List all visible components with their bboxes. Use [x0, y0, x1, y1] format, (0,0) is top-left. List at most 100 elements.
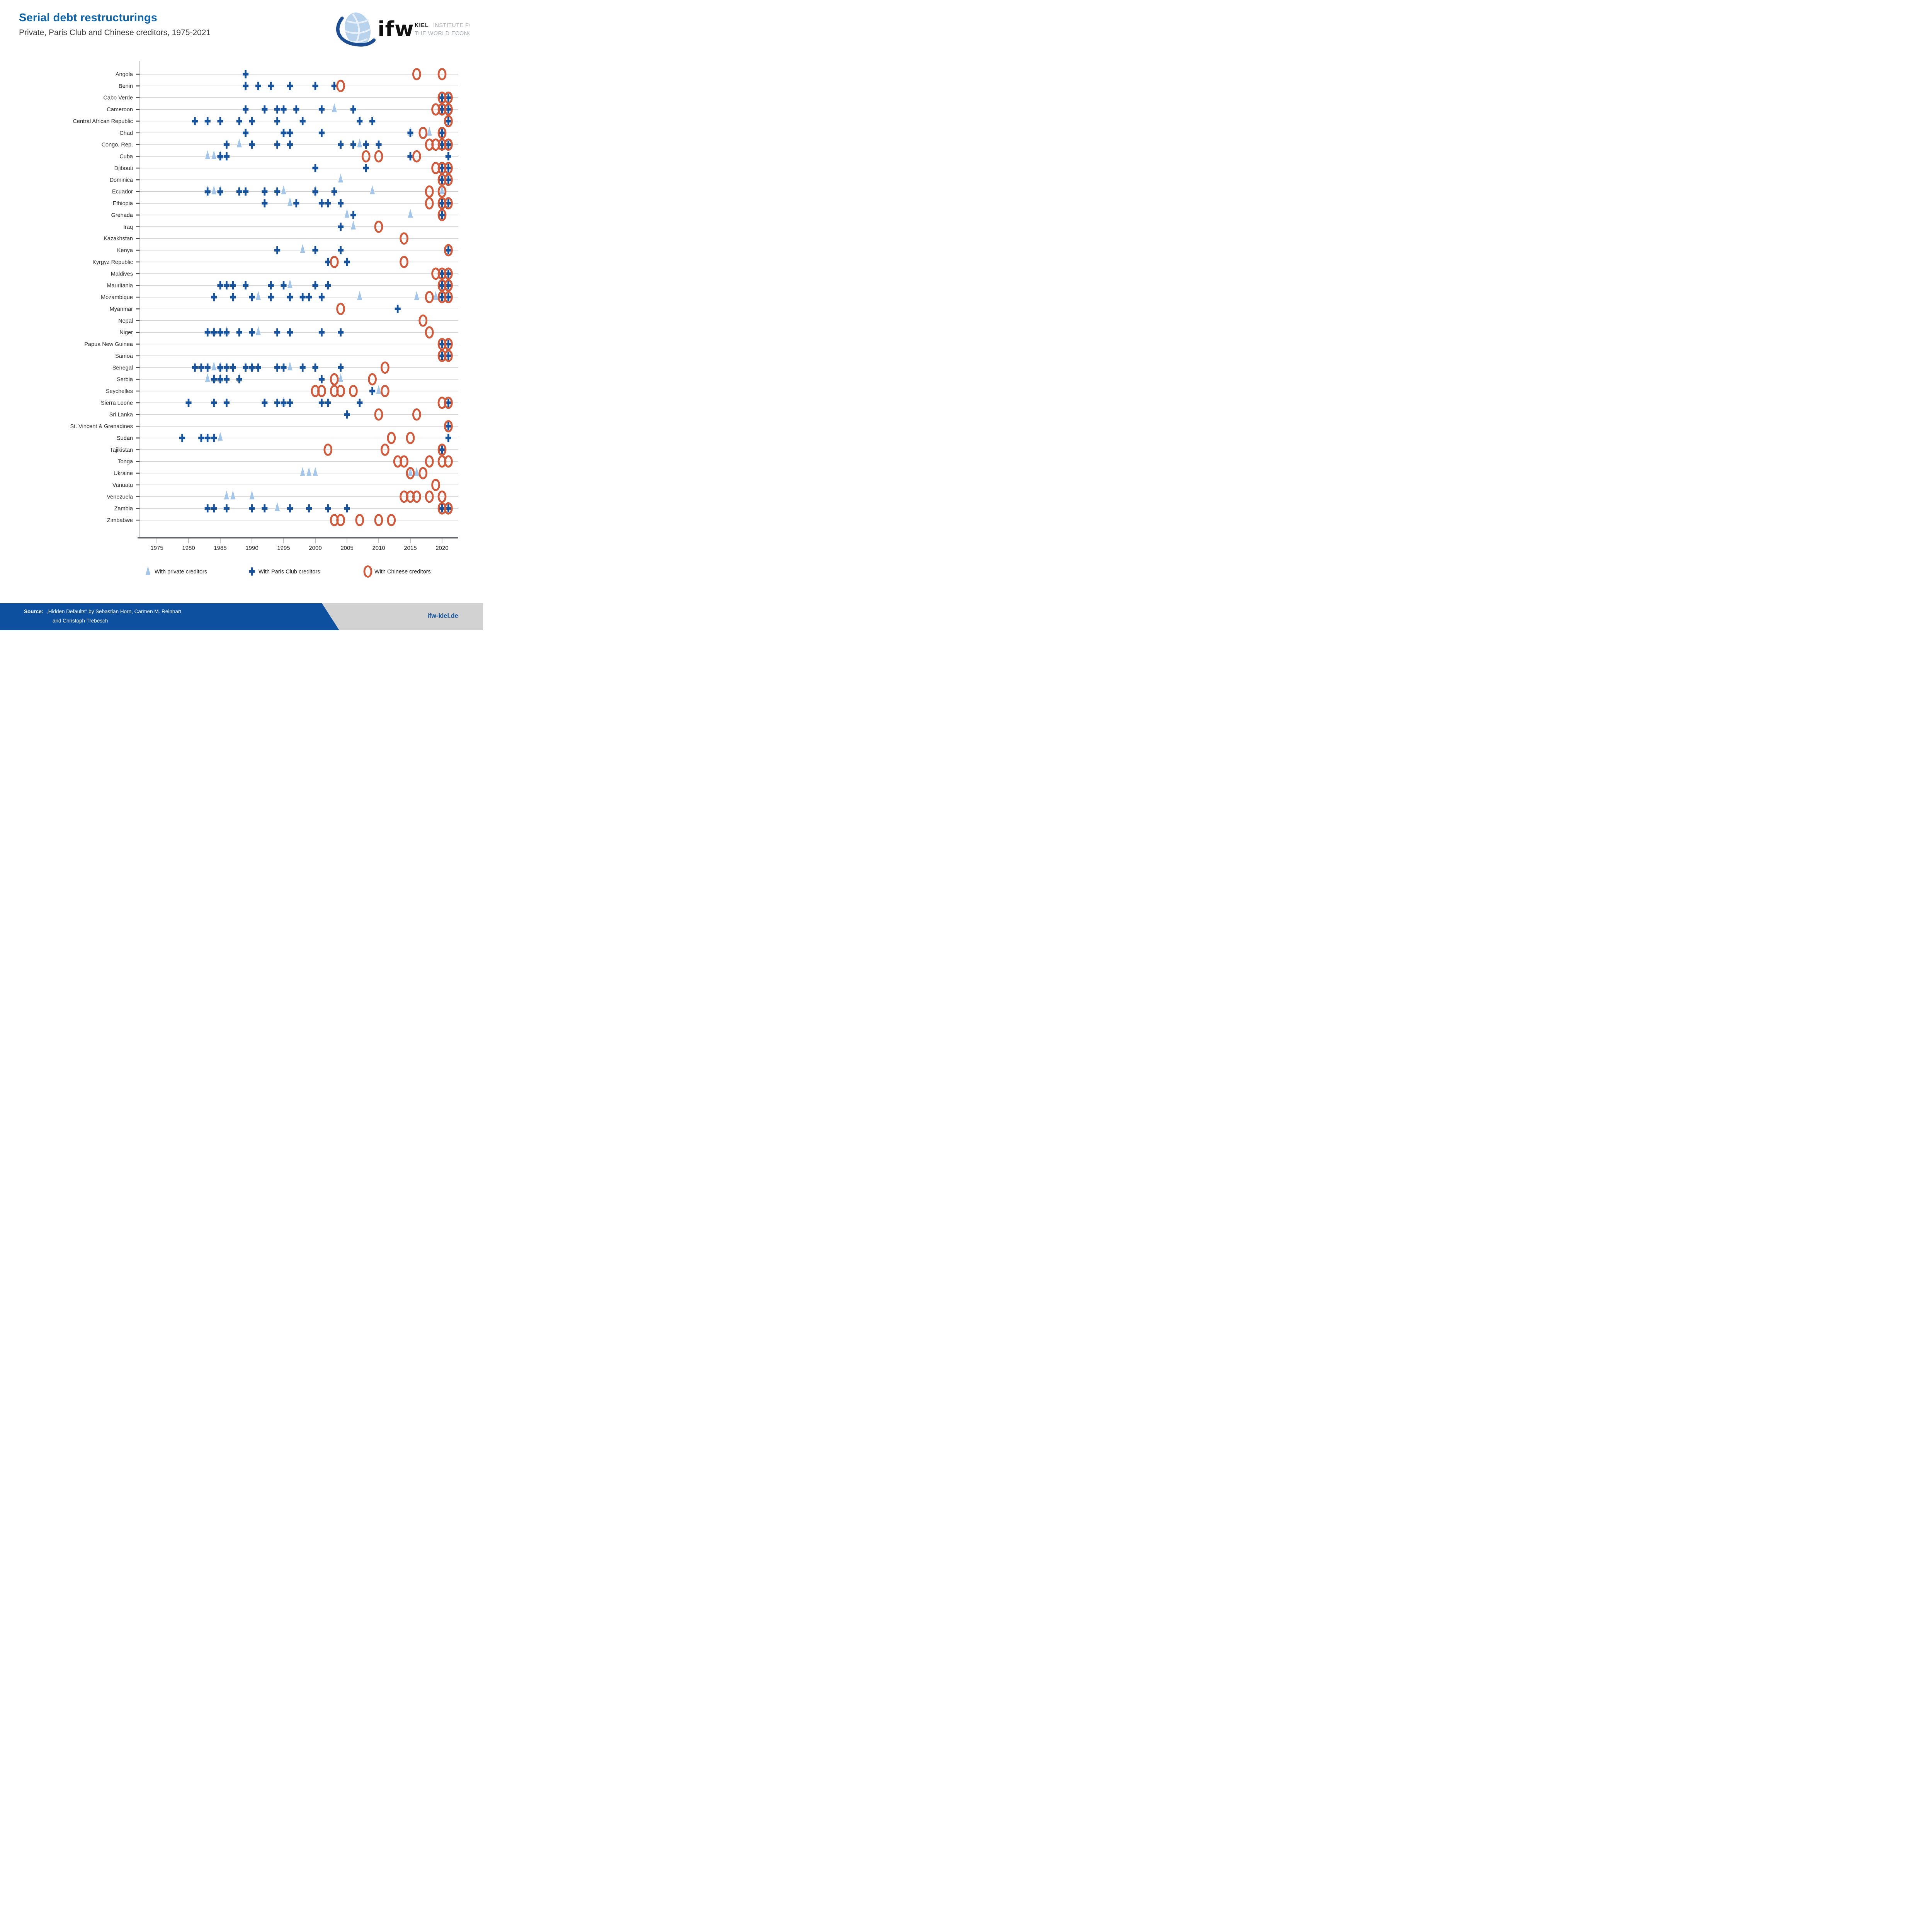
marker-paris-club-1990 — [248, 117, 255, 126]
marker-paris-club-1996 — [287, 293, 293, 302]
country-label: Grenada — [111, 212, 133, 218]
country-label: Tonga — [117, 459, 133, 465]
marker-chinese-2004 — [336, 303, 345, 315]
x-axis-bar — [138, 537, 458, 539]
marker-chinese-2010 — [374, 220, 383, 233]
marker-paris-club-1989 — [242, 363, 249, 372]
chart-row: Central African Republic — [73, 115, 458, 128]
chart-row: Venezuela — [107, 489, 458, 503]
marker-chinese-2021 — [444, 420, 453, 432]
marker-chinese-2021 — [444, 103, 453, 116]
marker-private-1984 — [211, 360, 217, 371]
marker-paris-club-2001 — [318, 199, 325, 208]
marker-chinese-2021 — [444, 173, 453, 186]
marker-private-1983 — [204, 149, 211, 160]
logo-kiel-text: KIEL — [415, 22, 429, 29]
chart-row: Vanuatu — [112, 479, 458, 491]
marker-chinese-2021 — [444, 244, 453, 257]
marker-paris-club-1995 — [280, 363, 287, 372]
country-label: Seychelles — [106, 388, 133, 395]
marker-private-1995 — [281, 184, 287, 195]
marker-paris-club-2008 — [362, 163, 369, 173]
chart-row: Ukraine — [114, 466, 458, 480]
marker-paris-club-1997 — [293, 199, 300, 208]
marker-paris-club-1985 — [217, 363, 224, 372]
marker-private-1983 — [204, 372, 211, 383]
chart-row: Congo, Rep. — [102, 137, 458, 151]
marker-private-1986 — [223, 489, 230, 500]
marker-chinese-2017 — [418, 126, 428, 139]
marker-paris-club-1998 — [299, 293, 306, 302]
marker-chinese-2021 — [444, 197, 453, 209]
marker-paris-club-1989 — [242, 281, 249, 290]
marker-chinese-2017 — [418, 467, 428, 480]
footer-gray-wedge — [322, 603, 483, 630]
country-label: Central African Republic — [73, 118, 133, 124]
marker-chinese-2021 — [444, 502, 453, 515]
marker-chinese-2008 — [361, 150, 371, 163]
country-label: Kyrgyz Republic — [92, 259, 133, 265]
marker-paris-club-1998 — [299, 363, 306, 372]
country-label: Maldives — [111, 271, 133, 277]
marker-paris-club-2000 — [312, 81, 319, 90]
marker-paris-club-2001 — [318, 293, 325, 302]
country-label: Sierra Leone — [101, 400, 133, 406]
marker-paris-club-2002 — [325, 199, 332, 208]
marker-chinese-2018 — [425, 455, 434, 468]
country-label: Congo, Rep. — [102, 142, 133, 148]
marker-paris-club-1992 — [261, 199, 268, 208]
x-axis-label: 2010 — [372, 545, 385, 551]
country-label: Tajikistan — [110, 447, 133, 453]
country-label: Myanmar — [110, 306, 133, 312]
marker-paris-club-1984 — [211, 504, 217, 513]
marker-paris-club-2005 — [344, 257, 350, 267]
marker-paris-club-1986 — [223, 140, 230, 149]
marker-chinese-2003 — [330, 256, 339, 268]
marker-private-2007 — [357, 290, 363, 300]
country-label: Ukraine — [114, 471, 133, 477]
marker-private-2015 — [407, 466, 413, 476]
marker-paris-club-1988 — [236, 187, 243, 196]
marker-chinese-2016 — [412, 68, 421, 80]
marker-paris-club-2006 — [350, 211, 357, 219]
marker-paris-club-2004 — [337, 222, 344, 231]
marker-paris-club-1992 — [261, 504, 268, 513]
marker-paris-club-2001 — [318, 398, 325, 407]
restructurings-scatter-chart: Angola Benin Cabo Verde Cameroon Central Afr… — [70, 61, 458, 578]
marker-chinese-2011 — [381, 385, 389, 397]
chart-row: Ecuador — [112, 184, 458, 198]
marker-paris-club-2001 — [318, 105, 325, 114]
marker-chinese-2021 — [444, 396, 453, 409]
marker-paris-club-2001 — [318, 328, 325, 337]
marker-chinese-2015 — [406, 432, 415, 444]
marker-paris-club-1986 — [223, 328, 230, 337]
marker-paris-club-1986 — [223, 152, 230, 161]
marker-private-1998 — [299, 466, 306, 476]
country-label: Iraq — [123, 224, 133, 230]
ifw-kiel-url: ifw-kiel.de — [427, 612, 458, 619]
marker-chinese-2006 — [349, 385, 358, 397]
marker-private-1991 — [255, 325, 261, 336]
marker-paris-club-1985 — [217, 281, 224, 290]
marker-paris-club-1981 — [192, 117, 198, 126]
country-label: Cameroon — [107, 107, 133, 113]
marker-chinese-2021 — [444, 162, 453, 174]
marker-paris-club-2006 — [350, 105, 357, 114]
marker-chinese-2016 — [412, 150, 421, 163]
chart-row: Mozambique — [101, 290, 458, 303]
country-label: Mauritania — [107, 283, 133, 289]
marker-paris-club-1994 — [274, 117, 281, 126]
marker-chinese-2021 — [444, 279, 453, 292]
marker-paris-club-2007 — [356, 398, 363, 407]
globe-icon — [336, 12, 376, 47]
country-label: Kenya — [117, 248, 133, 254]
footer-bar: Source: „Hidden Defaults“ by Sebastian Ho… — [0, 603, 483, 630]
country-label: Ethiopia — [113, 201, 133, 207]
marker-paris-club-1994 — [274, 246, 281, 255]
marker-chinese-2021 — [444, 338, 453, 350]
ifw-kiel-logo: ifw KIEL INSTITUTE FOR THE WORLD ECONOMY — [336, 12, 469, 47]
chart-row: Tonga — [117, 455, 458, 468]
marker-paris-club-2006 — [350, 140, 357, 149]
marker-paris-club-1995 — [280, 105, 287, 114]
marker-paris-club-2015 — [407, 128, 414, 138]
